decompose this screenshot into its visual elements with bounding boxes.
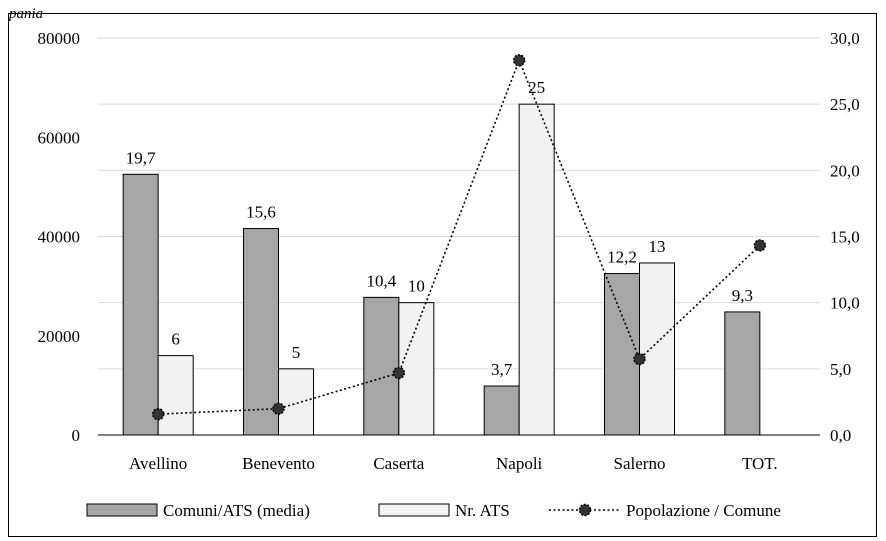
bar-data-label: 5 xyxy=(292,343,301,362)
bar-nr-ats xyxy=(278,368,314,436)
line-marker xyxy=(392,366,406,380)
bar-comuni-ats xyxy=(243,228,279,436)
bar-data-label: 19,7 xyxy=(126,148,156,167)
bar-data-label: 10,4 xyxy=(366,271,396,290)
chart-frame: pania 0 20000 40000 60000 80000 0,0 5,0 10,0 15,… xyxy=(8,6,877,537)
line-marker xyxy=(272,402,285,415)
bar-nr-ats xyxy=(398,302,435,436)
line-marker xyxy=(151,407,165,421)
bar-data-label: 10 xyxy=(408,277,425,296)
bar-data-label: 6 xyxy=(171,330,180,349)
bar-data-label: 9,3 xyxy=(732,286,753,305)
combo-chart: 0 20000 40000 60000 80000 0,0 5,0 10,0 15,0 20,0 2… xyxy=(38,29,860,520)
legend-label-popolazione: Popolazione / Comune xyxy=(626,501,781,520)
bar-data-label: 12,2 xyxy=(607,248,637,267)
top-caption: pania xyxy=(9,6,44,22)
y-right-tick-label: 10,0 xyxy=(830,294,860,313)
y-right-tick-label: 25,0 xyxy=(830,95,860,114)
legend-swatch-comuni-ats xyxy=(86,503,158,517)
line-marker xyxy=(753,239,767,252)
x-tick-label: TOT. xyxy=(742,454,778,473)
y-left-tick-label: 20000 xyxy=(38,327,81,346)
bar-data-label: 13 xyxy=(649,237,666,256)
bar-comuni-ats xyxy=(604,273,640,436)
legend-swatch-popolazione-marker xyxy=(578,503,592,517)
line-popolazione-comune xyxy=(158,58,761,415)
line-marker xyxy=(512,54,526,67)
y-left-tick-label: 40000 xyxy=(38,228,81,247)
bar-nr-ats xyxy=(157,355,194,436)
bar-comuni-ats xyxy=(122,173,159,436)
y-right-tick-label: 15,0 xyxy=(830,228,860,247)
bar-data-label: 15,6 xyxy=(246,203,276,222)
legend-label-nr-ats: Nr. ATS xyxy=(455,501,510,520)
y-right-tick-label: 30,0 xyxy=(830,29,860,48)
y-left-tick-label: 0 xyxy=(72,426,81,445)
bar-data-label: 3,7 xyxy=(491,360,513,379)
line-marker xyxy=(633,352,646,366)
x-tick-label: Caserta xyxy=(373,454,424,473)
legend-swatch-nr-ats xyxy=(378,503,450,517)
y-right-tick-label: 20,0 xyxy=(830,161,860,180)
x-tick-label: Napoli xyxy=(496,454,543,473)
legend-label-comuni-ats: Comuni/ATS (media) xyxy=(163,501,310,520)
bar-nr-ats xyxy=(639,262,675,436)
bar-data-label: 25 xyxy=(528,78,545,97)
y-left-tick-label: 60000 xyxy=(38,128,81,147)
bar-nr-ats xyxy=(518,103,555,436)
y-left-tick-label: 80000 xyxy=(38,29,81,48)
bar-comuni-ats xyxy=(363,296,400,436)
bar-comuni-ats xyxy=(483,385,520,436)
x-tick-label: Salerno xyxy=(614,454,666,473)
y-right-tick-label: 0,0 xyxy=(830,426,851,445)
x-tick-label: Benevento xyxy=(242,454,315,473)
bar-comuni-ats xyxy=(724,311,761,436)
y-right-tick-label: 5,0 xyxy=(830,360,851,379)
x-tick-label: Avellino xyxy=(129,454,187,473)
